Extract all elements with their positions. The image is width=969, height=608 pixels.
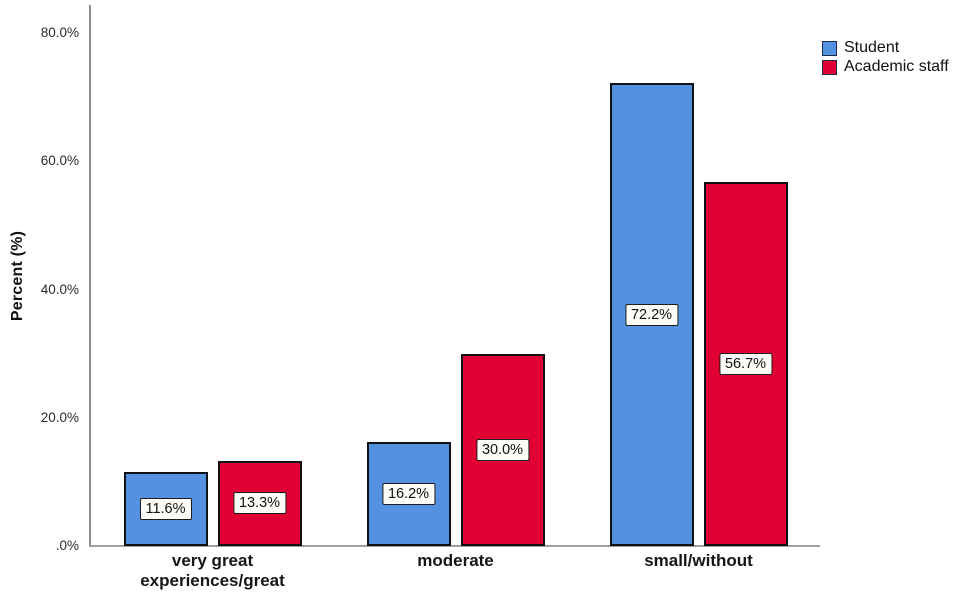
bar-value-label: 56.7% [718, 353, 773, 376]
bar-student: 11.6% [123, 471, 208, 546]
y-tick-label: 40.0% [40, 281, 79, 297]
legend-item-academic-staff: Academic staff [822, 58, 949, 76]
legend-label-academic-staff: Academic staff [844, 58, 949, 75]
plot-area: 11.6% 13.3% 16.2% 30.0% 72.2% 56.7% [91, 5, 820, 546]
x-axis-line [89, 545, 820, 547]
bar-group: 16.2% 30.0% [334, 353, 577, 546]
y-tick-label: .0% [55, 538, 79, 553]
y-tick-label: 80.0% [40, 25, 79, 40]
x-axis-category-labels: very great experiences/great moderate smal… [91, 551, 820, 590]
bar-academic-staff: 56.7% [703, 182, 788, 546]
bar-group: 72.2% 56.7% [577, 83, 820, 546]
legend: Student Academic staff [822, 39, 949, 77]
category-label: small/without [644, 551, 753, 570]
category-label: moderate [417, 551, 494, 570]
bar-group: 11.6% 13.3% [91, 460, 334, 546]
bar-academic-staff: 13.3% [217, 460, 302, 546]
bar-value-label: 72.2% [624, 303, 679, 326]
y-tick-label: 20.0% [40, 409, 79, 425]
bar-value-label: 13.3% [232, 492, 287, 515]
bar-student: 16.2% [366, 442, 451, 546]
category-label: very great experiences/great [140, 551, 285, 590]
bar-value-label: 30.0% [475, 438, 530, 461]
legend-swatch-student [822, 40, 837, 56]
y-tick-label: 60.0% [40, 153, 79, 169]
legend-item-student: Student [822, 39, 949, 57]
bar-value-label: 16.2% [381, 483, 436, 506]
y-axis-ticks: .0% 20.0% 40.0% 60.0% 80.0% [0, 5, 83, 553]
bar-value-label: 11.6% [139, 497, 192, 520]
bar-student: 72.2% [609, 83, 694, 546]
y-axis-line [89, 5, 91, 546]
legend-label-student: Student [844, 39, 900, 56]
bar-academic-staff: 30.0% [460, 353, 545, 546]
legend-swatch-academic-staff [822, 59, 837, 75]
